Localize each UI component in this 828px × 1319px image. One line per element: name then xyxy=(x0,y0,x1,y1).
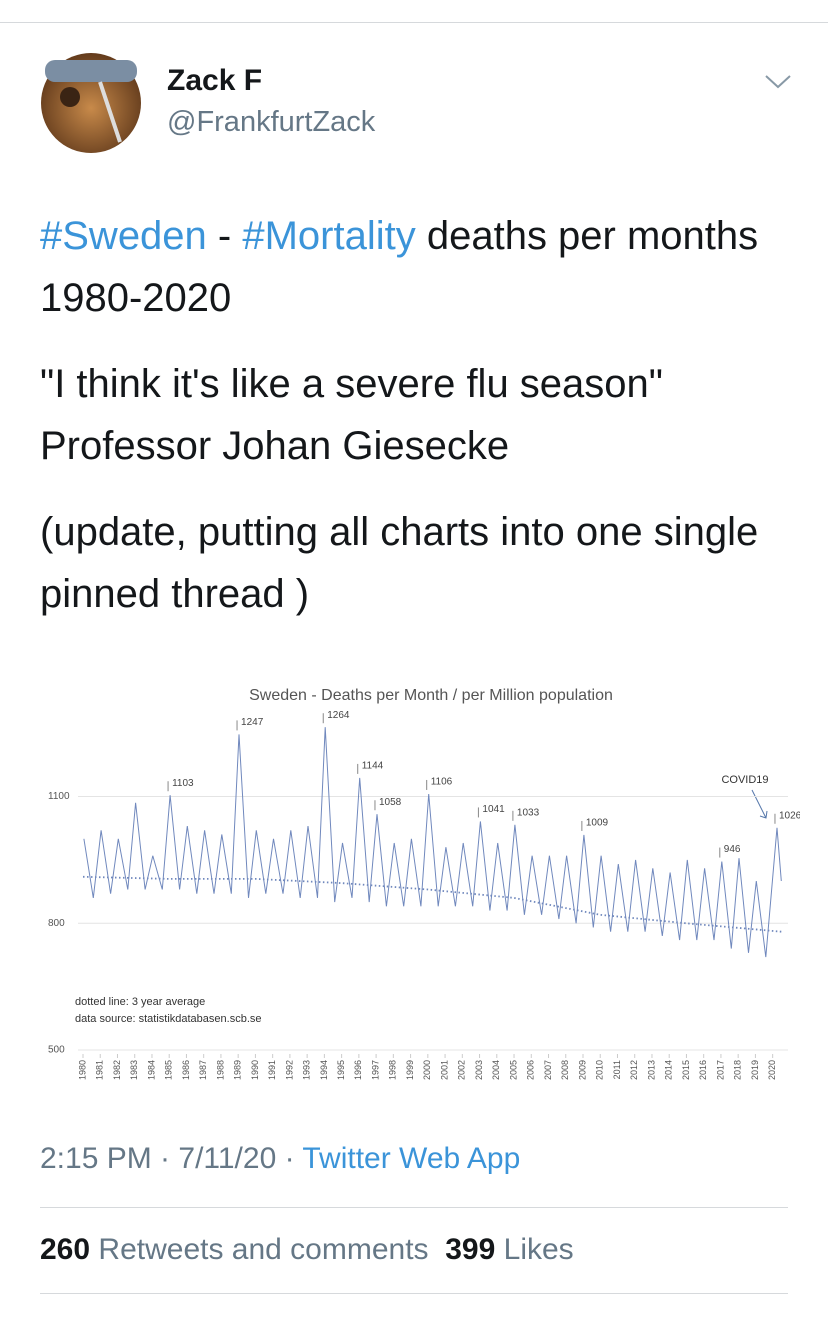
annotation-label: 1026 xyxy=(779,810,800,821)
x-tick-label: 2008 xyxy=(560,1060,570,1080)
like-count[interactable]: 399 xyxy=(445,1233,496,1266)
paragraph: (update, putting all charts into one sin… xyxy=(40,501,760,625)
x-tick-label: 2011 xyxy=(612,1060,622,1079)
paragraph: "I think it's like a severe flu season" … xyxy=(40,353,760,477)
x-tick-label: 1983 xyxy=(129,1060,139,1080)
chart: Sweden - Deaths per Month / per Million … xyxy=(48,687,800,1080)
data-line xyxy=(83,727,782,958)
x-tick-label: 1994 xyxy=(319,1060,329,1080)
x-tick-label: 1989 xyxy=(233,1060,243,1080)
x-tick-label: 2012 xyxy=(629,1060,639,1080)
x-tick-label: 2019 xyxy=(750,1060,760,1080)
annotation-label: 946 xyxy=(724,844,741,855)
average-line xyxy=(82,875,782,933)
x-tick-label: 1991 xyxy=(267,1060,277,1080)
x-tick-label: 2014 xyxy=(664,1060,674,1080)
x-tick-label: 2009 xyxy=(577,1060,587,1080)
x-tick-label: 1996 xyxy=(353,1060,363,1080)
annotation-label: 1106 xyxy=(431,777,453,788)
annotation-label: 1264 xyxy=(327,710,350,721)
divider xyxy=(0,22,828,23)
covid-arrow xyxy=(751,789,768,819)
source-link[interactable]: Twitter Web App xyxy=(302,1142,521,1175)
chart-note: dotted line: 3 year average xyxy=(75,996,205,1008)
x-tick-label: 2018 xyxy=(733,1060,743,1080)
x-tick-label: 2004 xyxy=(491,1060,501,1080)
x-tick-label: 2003 xyxy=(474,1060,484,1080)
x-tick-label: 2020 xyxy=(767,1060,777,1080)
tweet-text: #Sweden - #Mortality deaths per months 1… xyxy=(40,205,760,649)
x-tick-label: 1986 xyxy=(181,1060,191,1080)
annotation-label: 1103 xyxy=(172,778,194,789)
author-name[interactable]: Zack F xyxy=(167,64,263,97)
x-tick-label: 2005 xyxy=(508,1060,518,1080)
tweet-stats: 260 Retweets and comments 399 Likes xyxy=(40,1233,574,1267)
x-tick-label: 2017 xyxy=(715,1060,725,1080)
divider xyxy=(40,1207,788,1208)
x-tick-label: 1992 xyxy=(284,1060,294,1080)
text: deaths per months 1980-2020 xyxy=(40,214,770,320)
x-tick-label: 2007 xyxy=(543,1060,553,1080)
x-tick-label: 1981 xyxy=(95,1060,105,1080)
covid-label: COVID19 xyxy=(721,774,768,786)
x-tick-label: 1980 xyxy=(77,1060,87,1080)
tweet-meta: 2:15 PM · 7/11/20 · Twitter Web App xyxy=(40,1142,520,1176)
divider xyxy=(40,1293,788,1294)
x-tick-label: 1982 xyxy=(112,1060,122,1080)
x-tick-label: 2010 xyxy=(595,1060,605,1080)
menu-chevron[interactable] xyxy=(764,72,792,92)
x-tick-label: 2006 xyxy=(526,1060,536,1080)
timestamp[interactable]: 2:15 PM · 7/11/20 · xyxy=(40,1142,303,1175)
x-tick-label: 1999 xyxy=(405,1060,415,1080)
retweet-label[interactable]: Retweets and comments xyxy=(98,1233,429,1266)
x-tick-label: 1995 xyxy=(336,1060,346,1080)
annotation-label: 1058 xyxy=(379,797,402,808)
y-tick-label: 500 xyxy=(48,1045,65,1056)
text: - xyxy=(206,214,243,258)
annotation-label: 1009 xyxy=(586,818,609,829)
annotation-label: 1041 xyxy=(482,804,505,815)
x-tick-label: 1988 xyxy=(215,1060,225,1080)
x-tick-label: 1993 xyxy=(302,1060,312,1080)
retweet-count[interactable]: 260 xyxy=(40,1233,91,1266)
paragraph: #Sweden - #Mortality deaths per months 1… xyxy=(40,205,760,329)
x-tick-label: 2013 xyxy=(646,1060,656,1080)
text: (update, putting all charts into one sin… xyxy=(40,510,770,616)
like-label[interactable]: Likes xyxy=(503,1233,574,1266)
hashtag[interactable]: #Mortality xyxy=(242,214,416,258)
x-tick-label: 1998 xyxy=(388,1060,398,1080)
x-tick-label: 1997 xyxy=(370,1060,380,1080)
x-tick-label: 1990 xyxy=(250,1060,260,1080)
y-tick-label: 800 xyxy=(48,918,65,929)
x-tick-label: 2015 xyxy=(681,1060,691,1080)
annotation-label: 1144 xyxy=(362,761,384,772)
chart-note: data source: statistikdatabasen.scb.se xyxy=(75,1013,262,1025)
x-tick-label: 2016 xyxy=(698,1060,708,1080)
annotation-label: 1247 xyxy=(241,717,264,728)
y-tick-label: 1100 xyxy=(48,791,70,802)
x-tick-label: 1987 xyxy=(198,1060,208,1080)
author-handle[interactable]: @FrankfurtZack xyxy=(167,106,376,138)
x-tick-label: 1984 xyxy=(146,1060,156,1080)
avatar[interactable] xyxy=(40,52,142,154)
text: "I think it's like a severe flu season" … xyxy=(40,362,675,468)
x-tick-label: 1985 xyxy=(164,1060,174,1080)
hashtag[interactable]: #Sweden xyxy=(40,214,207,258)
chart-title: Sweden - Deaths per Month / per Million … xyxy=(249,687,613,704)
annotation-label: 1033 xyxy=(517,807,540,818)
x-tick-label: 2000 xyxy=(422,1060,432,1080)
x-tick-label: 2002 xyxy=(457,1060,467,1080)
x-tick-label: 2001 xyxy=(439,1060,449,1080)
